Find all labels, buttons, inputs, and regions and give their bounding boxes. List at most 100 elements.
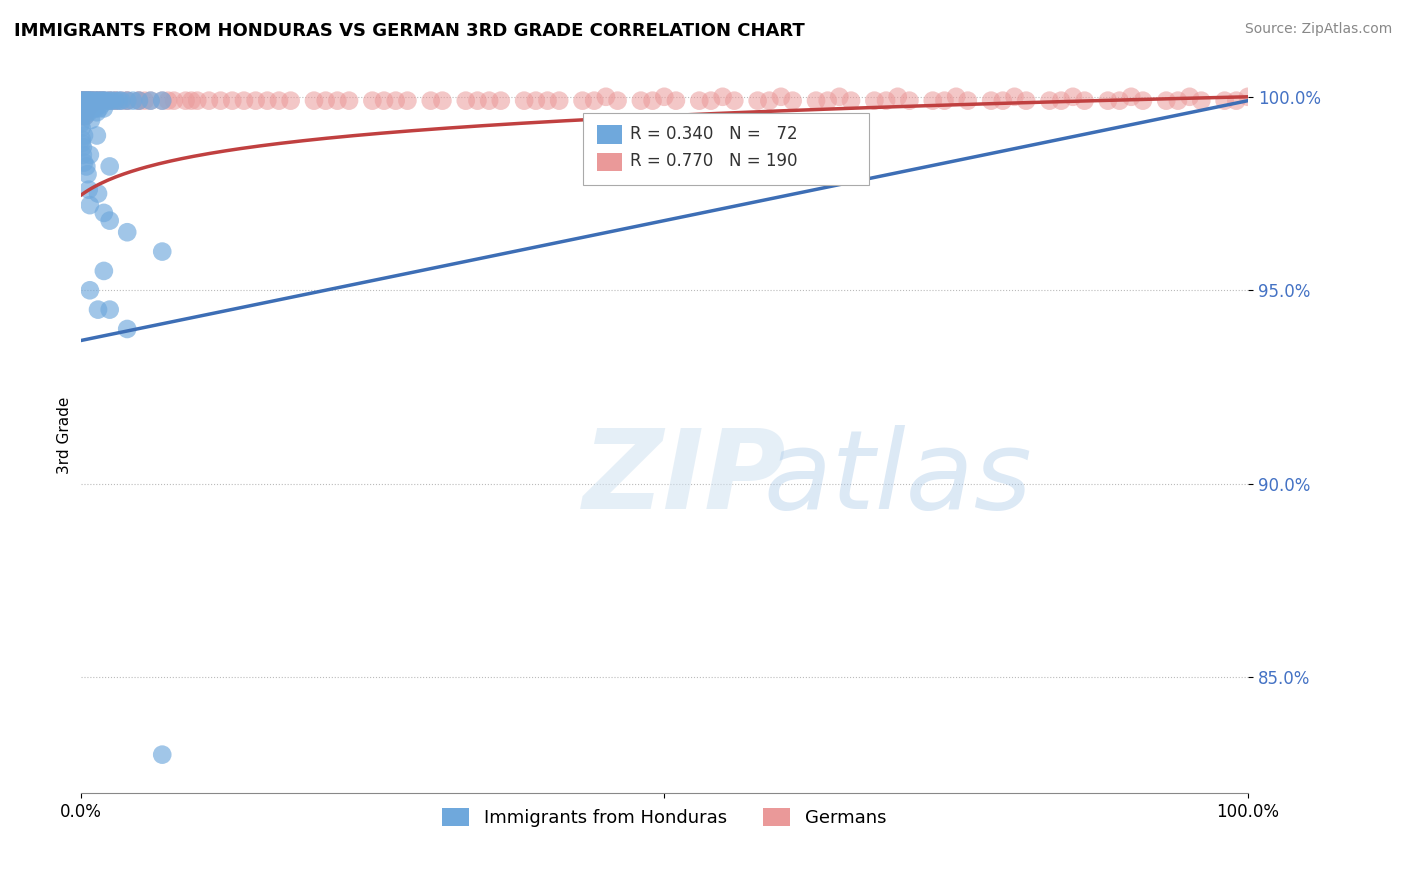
Point [75, 94, 97, 108]
Point [75, 97, 97, 112]
Point [489, 94, 512, 108]
Point [1132, 94, 1154, 108]
Point [82, 97, 104, 112]
Point [1213, 94, 1236, 108]
Point [69, 102, 91, 116]
Point [70, 102, 93, 116]
Point [122, 94, 145, 108]
Point [1237, 90, 1260, 104]
Point [76, 94, 98, 108]
Point [302, 94, 325, 108]
Point [87, 302, 110, 317]
Text: Source: ZipAtlas.com: Source: ZipAtlas.com [1244, 22, 1392, 37]
Point [75, 160, 97, 174]
Point [267, 94, 290, 108]
Point [72, 94, 94, 108]
Point [93, 264, 115, 278]
Point [75, 94, 97, 108]
Point [87, 94, 110, 108]
Point [747, 94, 769, 108]
Point [84, 94, 107, 108]
Point [80, 94, 103, 108]
Point [1073, 94, 1095, 108]
Point [665, 94, 688, 108]
Point [1189, 94, 1212, 108]
Point [513, 94, 536, 108]
Point [69, 94, 91, 108]
Point [76, 94, 98, 108]
Point [163, 94, 186, 108]
Point [87, 94, 110, 108]
Point [79, 94, 101, 108]
Point [73, 94, 96, 108]
Point [79, 97, 101, 112]
Point [69, 94, 91, 108]
Point [157, 94, 180, 108]
Point [69, 94, 91, 108]
Point [77, 183, 100, 197]
Point [839, 94, 862, 108]
Point [77, 102, 100, 116]
Point [70, 132, 93, 146]
Point [86, 128, 108, 143]
Point [72, 102, 94, 116]
Point [82, 94, 104, 108]
Point [337, 94, 360, 108]
Point [396, 94, 419, 108]
Point [571, 94, 593, 108]
Point [72, 97, 94, 112]
Point [361, 94, 384, 108]
Point [79, 283, 101, 297]
Point [104, 94, 127, 108]
Point [72, 148, 94, 162]
Point [69, 94, 91, 108]
Point [875, 94, 897, 108]
Point [419, 94, 441, 108]
Point [72, 94, 94, 108]
Point [84, 94, 107, 108]
Point [454, 94, 477, 108]
Bar [596, 153, 623, 171]
Point [98, 213, 121, 227]
Point [782, 94, 804, 108]
Point [70, 97, 93, 112]
Point [80, 97, 103, 112]
Point [70, 97, 93, 112]
Point [75, 105, 97, 120]
Point [198, 94, 221, 108]
Point [980, 94, 1002, 108]
Text: IMMIGRANTS FROM HONDURAS VS GERMAN 3RD GRADE CORRELATION CHART: IMMIGRANTS FROM HONDURAS VS GERMAN 3RD G… [14, 22, 804, 40]
Point [128, 94, 150, 108]
Text: R = 0.340   N =   72: R = 0.340 N = 72 [630, 125, 799, 143]
Point [98, 160, 121, 174]
Point [70, 109, 93, 123]
Point [174, 94, 197, 108]
Point [115, 94, 138, 108]
Point [70, 97, 93, 112]
Point [956, 94, 979, 108]
Point [69, 97, 91, 112]
Point [1167, 94, 1189, 108]
Point [73, 109, 96, 123]
Point [828, 90, 851, 104]
Point [256, 94, 278, 108]
Point [90, 97, 112, 112]
Point [150, 747, 173, 762]
Point [467, 94, 489, 108]
Point [87, 94, 110, 108]
Point [1015, 94, 1038, 108]
Point [76, 97, 98, 112]
Point [98, 302, 121, 317]
Point [75, 94, 97, 108]
Point [70, 120, 93, 135]
Point [432, 94, 454, 108]
Point [73, 94, 96, 108]
Point [595, 90, 617, 104]
Point [1062, 90, 1084, 104]
Point [934, 94, 956, 108]
Point [69, 94, 91, 108]
Point [72, 105, 94, 120]
Point [90, 94, 112, 108]
Point [817, 94, 839, 108]
Point [98, 94, 121, 108]
